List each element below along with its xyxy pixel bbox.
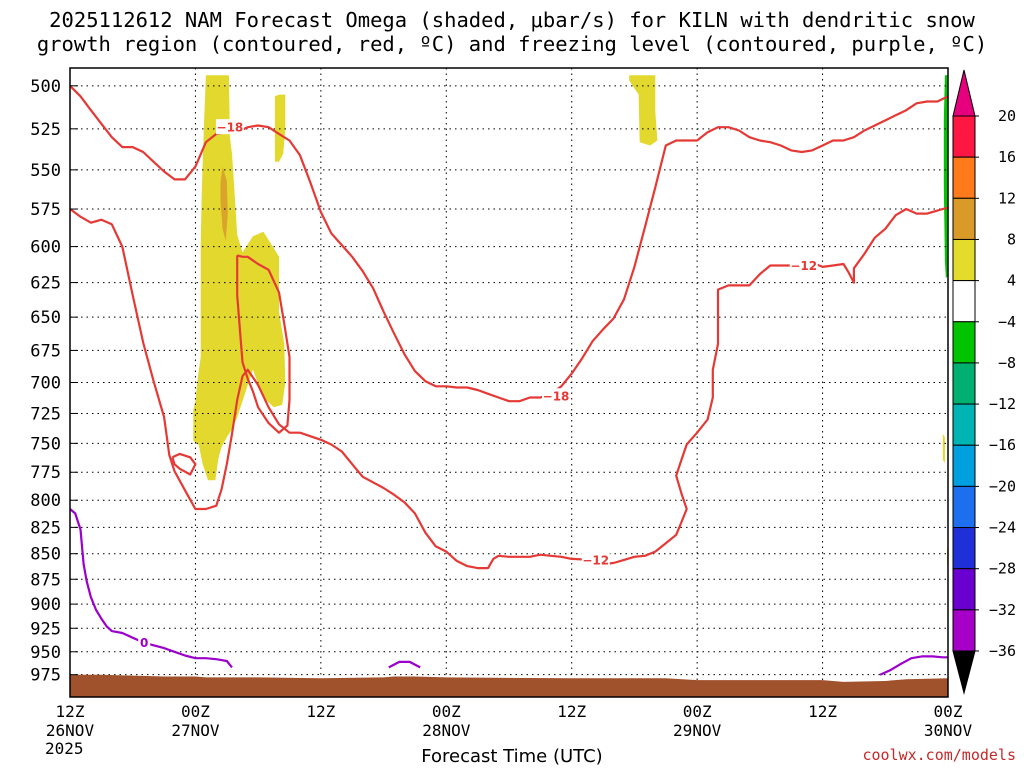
y-tick-label-725: 725 bbox=[30, 404, 61, 424]
contour-label-1: −18 bbox=[543, 390, 570, 404]
contour-label-bg bbox=[542, 388, 571, 404]
y-tick-label-675: 675 bbox=[30, 341, 61, 361]
y-tick-label-850: 850 bbox=[30, 545, 61, 565]
y-tick-label-900: 900 bbox=[30, 595, 61, 615]
colorbar-label-2: 12 bbox=[998, 189, 1016, 207]
contour-label-layer: −18 −18 −12 −12 0 bbox=[138, 119, 818, 650]
colorbar-swatch-12 bbox=[952, 609, 976, 652]
credit-text: coolwx.com/models bbox=[862, 746, 1016, 764]
omega-area-orange-2 bbox=[220, 166, 228, 241]
colorbar-label-0: 20 bbox=[998, 107, 1016, 125]
colorbar-swatch-8 bbox=[952, 444, 976, 487]
colorbar-swatch-1 bbox=[952, 156, 976, 199]
x-tick-date-36: 28NOV bbox=[422, 721, 471, 740]
colorbar-swatch-9 bbox=[952, 485, 976, 529]
omega-area-yellow-0 bbox=[193, 75, 286, 481]
y-tick-label-500: 500 bbox=[30, 77, 61, 97]
colorbar-swatch-0 bbox=[952, 115, 976, 158]
contour-purple-4 bbox=[69, 508, 233, 669]
x-tick-time-48: 12Z bbox=[557, 702, 586, 721]
chart-title-line-2: growth region (contoured, red, ºC) and f… bbox=[36, 32, 988, 56]
y-tick-label-825: 825 bbox=[30, 518, 61, 538]
colorbar-label-8: −16 bbox=[989, 436, 1016, 454]
y-tick-label-650: 650 bbox=[30, 308, 61, 328]
y-tick-label-575: 575 bbox=[30, 200, 61, 220]
y-tick-label-800: 800 bbox=[30, 491, 61, 511]
colorbar-label-5: −4 bbox=[998, 313, 1016, 331]
colorbar-swatch-5 bbox=[952, 321, 976, 364]
y-tick-label-550: 550 bbox=[30, 161, 61, 181]
y-tick-label-750: 750 bbox=[30, 434, 61, 454]
x-tick-time-60: 00Z bbox=[683, 702, 712, 721]
colorbar-label-11: −28 bbox=[989, 560, 1016, 578]
colorbar-swatch-4 bbox=[952, 280, 976, 323]
contour-label-0: −18 bbox=[217, 121, 244, 135]
y-axis: 500 525 550 575 600 625 650 675 700 725 750 775 800 8… bbox=[30, 77, 78, 686]
contour-label-bg bbox=[581, 551, 610, 567]
colorbar-label-3: 8 bbox=[1007, 230, 1016, 248]
x-tick-time-24: 12Z bbox=[306, 702, 335, 721]
y-tick-label-525: 525 bbox=[30, 120, 61, 140]
colorbar-swatch-3 bbox=[952, 238, 976, 282]
colorbar-label-12: −32 bbox=[989, 601, 1016, 619]
y-tick-label-600: 600 bbox=[30, 238, 61, 258]
contour-red-1 bbox=[236, 254, 291, 434]
colorbar-swatch-7 bbox=[952, 403, 976, 446]
contour-purple-6 bbox=[879, 655, 948, 676]
colorbar-label-1: 16 bbox=[998, 148, 1016, 166]
colorbar-label-7: −12 bbox=[989, 395, 1016, 413]
y-tick-label-925: 925 bbox=[30, 619, 61, 639]
x-tick-date-60: 29NOV bbox=[673, 721, 722, 740]
colorbar-label-10: −24 bbox=[989, 519, 1016, 537]
omega-area-yellow-5 bbox=[942, 433, 945, 464]
y-tick-label-775: 775 bbox=[30, 463, 61, 483]
x-tick-time-72: 12Z bbox=[808, 702, 837, 721]
x-tick-time-12: 00Z bbox=[181, 702, 210, 721]
omega-shading-layer bbox=[193, 75, 948, 570]
contour-purple-5 bbox=[388, 660, 421, 669]
contour-label-bg bbox=[789, 257, 818, 273]
colorbar: 20 16 12 8 4 −4 −8 −12 −16 −20 −24 −28 −32 −36 bbox=[952, 69, 1016, 695]
contour-red-3 bbox=[171, 452, 197, 476]
x-tick-date-12: 27NOV bbox=[171, 721, 220, 740]
omega-area-green-4 bbox=[943, 75, 948, 279]
colorbar-label-6: −8 bbox=[998, 354, 1016, 372]
colorbar-label-4: 4 bbox=[1007, 272, 1016, 290]
x-tick-time-36: 00Z bbox=[432, 702, 461, 721]
omega-area-yellow-3 bbox=[629, 75, 658, 146]
x-tick-date-84: 30NOV bbox=[924, 721, 973, 740]
contour-label-3: −12 bbox=[582, 553, 609, 567]
contour-label-2: −12 bbox=[790, 259, 817, 273]
y-tick-label-975: 975 bbox=[30, 666, 61, 686]
colorbar-top-arrow bbox=[952, 69, 976, 117]
terrain-layer bbox=[70, 674, 948, 697]
colorbar-bottom-arrow bbox=[952, 650, 976, 695]
grid-layer bbox=[69, 68, 949, 697]
contour-label-bg bbox=[138, 634, 151, 650]
colorbar-swatch-2 bbox=[952, 197, 976, 240]
y-tick-label-700: 700 bbox=[30, 374, 61, 394]
x-axis-title: Forecast Time (UTC) bbox=[421, 746, 603, 767]
omega-area-yellow-1 bbox=[274, 94, 286, 162]
x-tick-time-0: 12Z bbox=[56, 702, 85, 721]
x-tick-date-0: 26NOV bbox=[46, 721, 95, 740]
contour-label-4: 0 bbox=[140, 636, 148, 650]
colorbar-swatch-10 bbox=[952, 527, 976, 570]
colorbar-swatch-11 bbox=[952, 568, 976, 611]
x-tick-time-84: 00Z bbox=[934, 702, 963, 721]
y-tick-label-875: 875 bbox=[30, 570, 61, 590]
chart-title-line-1: 2025112612 NAM Forecast Omega (shaded, μ… bbox=[49, 8, 975, 32]
y-tick-label-625: 625 bbox=[30, 274, 61, 294]
terrain-fill bbox=[70, 674, 948, 697]
colorbar-swatch-6 bbox=[952, 362, 976, 405]
x-year-label: 2025 bbox=[45, 739, 84, 758]
contour-label-bg bbox=[215, 119, 244, 135]
colorbar-label-13: −36 bbox=[989, 642, 1016, 660]
colorbar-label-9: −20 bbox=[989, 477, 1016, 495]
y-tick-label-950: 950 bbox=[30, 643, 61, 663]
